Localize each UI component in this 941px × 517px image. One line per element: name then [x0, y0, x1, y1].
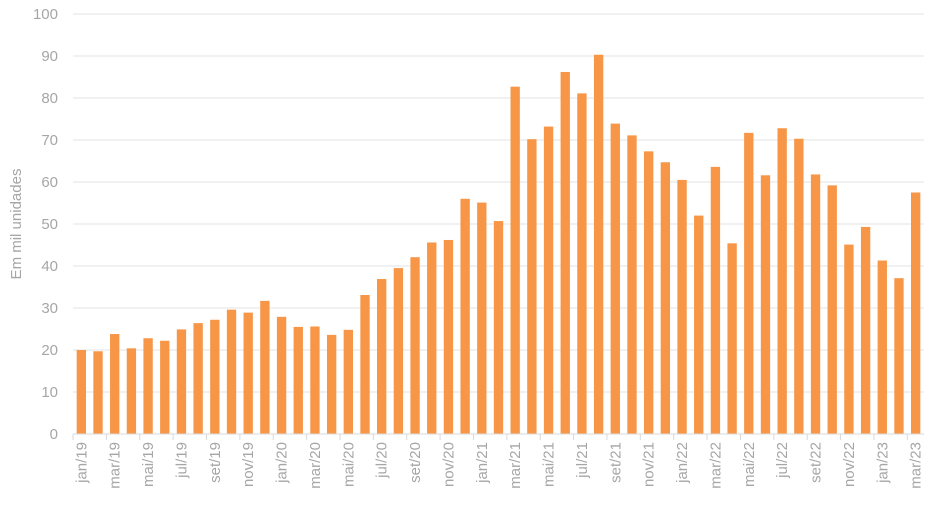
x-tick-label: mar/23	[908, 442, 925, 489]
x-tick-label: mai/19	[140, 442, 157, 487]
bar	[293, 326, 303, 434]
y-tick-label: 10	[41, 384, 58, 401]
bar	[360, 294, 370, 434]
bar	[427, 242, 437, 434]
bar	[260, 300, 270, 434]
x-axis-ticks: jan/19 mar/19 mai/19 jul/19 set/19 nov/19 jan/…	[72, 434, 925, 489]
x-tick-label: mar/21	[507, 442, 524, 489]
x-tick-label: set/22	[808, 442, 825, 483]
bar	[443, 239, 454, 434]
bar	[810, 174, 821, 434]
bar	[760, 175, 771, 434]
x-tick-label: jan/20	[274, 442, 291, 484]
x-tick-label: mar/22	[707, 442, 724, 489]
bar	[477, 202, 487, 434]
x-tick-label: mai/21	[541, 442, 558, 487]
x-tick-label: jan/22	[674, 442, 691, 484]
bar	[110, 334, 120, 434]
bar	[660, 162, 671, 434]
bar	[193, 323, 203, 434]
bar	[644, 151, 654, 434]
bar	[460, 198, 470, 434]
bar	[727, 243, 737, 434]
bar	[377, 279, 387, 434]
bar	[76, 350, 87, 434]
bar	[794, 138, 804, 435]
bar	[694, 215, 704, 434]
x-tick-label: jan/23	[874, 442, 891, 484]
bar	[326, 334, 337, 434]
bar	[276, 316, 287, 434]
x-tick-label: set/20	[407, 442, 424, 483]
x-tick-label: nov/22	[841, 442, 858, 487]
x-tick-label: jul/19	[173, 442, 190, 479]
x-tick-label: set/19	[207, 442, 224, 483]
bar	[710, 166, 721, 434]
x-tick-label: jan/19	[73, 442, 90, 484]
y-tick-label: 30	[41, 300, 58, 317]
bar	[143, 338, 153, 434]
bar	[93, 351, 103, 434]
bar	[610, 123, 620, 435]
x-tick-label: jul/20	[374, 442, 391, 479]
y-tick-label: 90	[41, 48, 58, 65]
x-tick-label: mar/19	[107, 442, 124, 489]
bar	[910, 192, 921, 434]
bar	[677, 179, 687, 434]
y-axis-label: Em mil unidades	[8, 169, 25, 280]
bar	[560, 71, 570, 435]
bar	[844, 244, 854, 434]
y-tick-label: 20	[41, 342, 58, 359]
y-tick-label: 60	[41, 174, 58, 191]
x-tick-label: jul/22	[774, 442, 791, 479]
bar	[176, 329, 187, 434]
bar	[210, 319, 220, 434]
y-tick-label: 50	[41, 216, 58, 233]
bar	[877, 260, 887, 434]
bar	[226, 309, 237, 434]
y-tick-label: 80	[41, 90, 58, 107]
bar	[510, 86, 520, 434]
bar	[593, 54, 604, 435]
bar	[410, 257, 420, 434]
x-tick-label: nov/19	[240, 442, 257, 487]
bar	[860, 226, 871, 434]
bar	[744, 132, 754, 435]
bar	[543, 126, 554, 434]
x-tick-label: mai/22	[741, 442, 758, 487]
bar	[527, 139, 537, 434]
bar	[310, 326, 320, 434]
bar	[393, 268, 404, 434]
x-tick-label: mai/20	[340, 442, 357, 487]
x-tick-label: nov/21	[641, 442, 658, 487]
y-tick-label: 0	[50, 426, 58, 443]
x-tick-label: set/21	[607, 442, 624, 483]
bar	[243, 312, 253, 434]
y-tick-label: 100	[33, 6, 58, 23]
bar	[894, 278, 904, 434]
bar	[493, 221, 504, 434]
x-tick-label: jul/21	[574, 442, 591, 479]
y-tick-label: 70	[41, 132, 58, 149]
x-tick-label: nov/20	[440, 442, 457, 487]
y-tick-label: 40	[41, 258, 58, 275]
bar	[827, 185, 837, 434]
bar	[577, 93, 587, 434]
x-tick-label: mar/20	[307, 442, 324, 489]
bar	[777, 128, 787, 435]
bar	[126, 348, 137, 434]
bar	[343, 329, 353, 434]
bar	[160, 340, 170, 434]
y-axis-ticks: 0 10 20 30 40 50 60 70 80 90 100	[33, 6, 58, 443]
x-tick-label: jan/21	[474, 442, 491, 484]
bars	[76, 54, 921, 435]
bar	[627, 135, 637, 434]
